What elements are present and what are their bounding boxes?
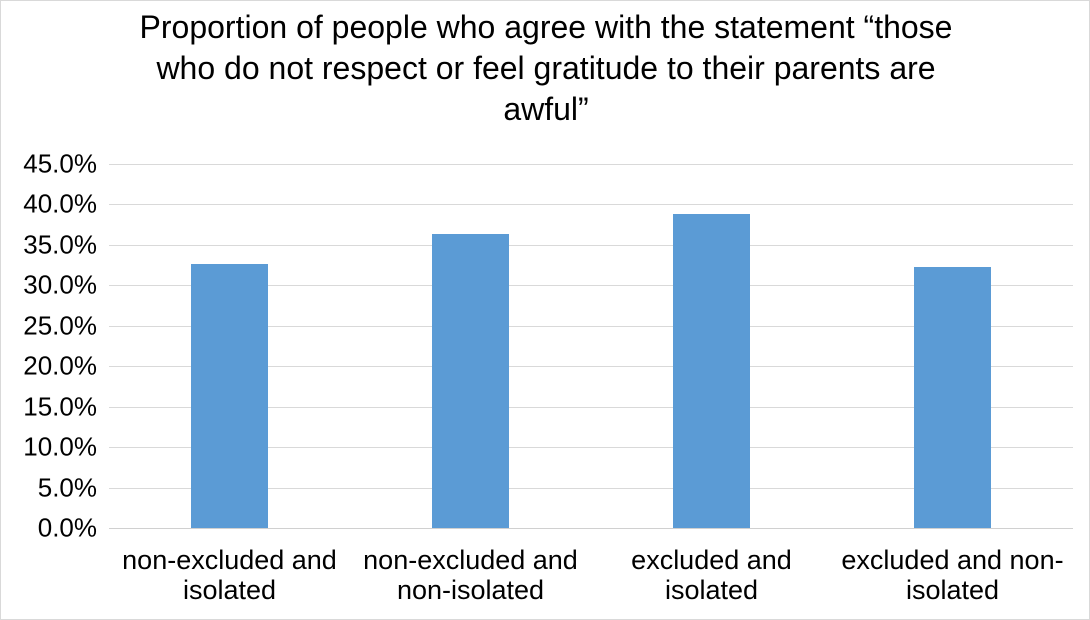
y-axis-labels: 45.0% 40.0% 35.0% 30.0% 25.0% 20.0% 15.0% 10.0%… <box>1 149 97 543</box>
gridline <box>109 406 1073 408</box>
gridline <box>109 487 1073 489</box>
gridline <box>109 285 1073 287</box>
x-axis-line <box>109 528 1073 529</box>
y-tick-label: 30.0% <box>23 269 97 300</box>
gridline <box>109 366 1073 368</box>
chart-title: Proportion of people who agree with the … <box>139 9 953 127</box>
y-tick-label: 10.0% <box>23 431 97 462</box>
x-axis-labels: non-excluded and isolated non-excluded an… <box>109 545 1073 611</box>
y-tick-label: 5.0% <box>37 472 97 503</box>
plot-area <box>109 164 1073 529</box>
y-tick-label: 0.0% <box>37 512 97 543</box>
y-tick-label: 15.0% <box>23 391 97 422</box>
bar <box>914 266 991 528</box>
x-category-label: excluded and isolated <box>631 545 792 605</box>
x-category-label: excluded and non-isolated <box>841 545 1064 605</box>
y-tick-label: 45.0% <box>23 148 97 179</box>
gridline <box>109 244 1073 246</box>
bar <box>191 263 268 528</box>
gridline <box>109 447 1073 449</box>
gridline <box>109 325 1073 327</box>
y-tick-label: 20.0% <box>23 350 97 381</box>
gridline <box>109 204 1073 206</box>
bar <box>673 214 750 528</box>
y-tick-label: 25.0% <box>23 310 97 341</box>
y-tick-label: 35.0% <box>23 229 97 260</box>
x-category-label: non-excluded and non-isolated <box>363 545 578 605</box>
y-tick-label: 40.0% <box>23 188 97 219</box>
x-category-label: non-excluded and isolated <box>122 545 337 605</box>
bar <box>432 233 509 528</box>
gridline <box>109 164 1073 165</box>
